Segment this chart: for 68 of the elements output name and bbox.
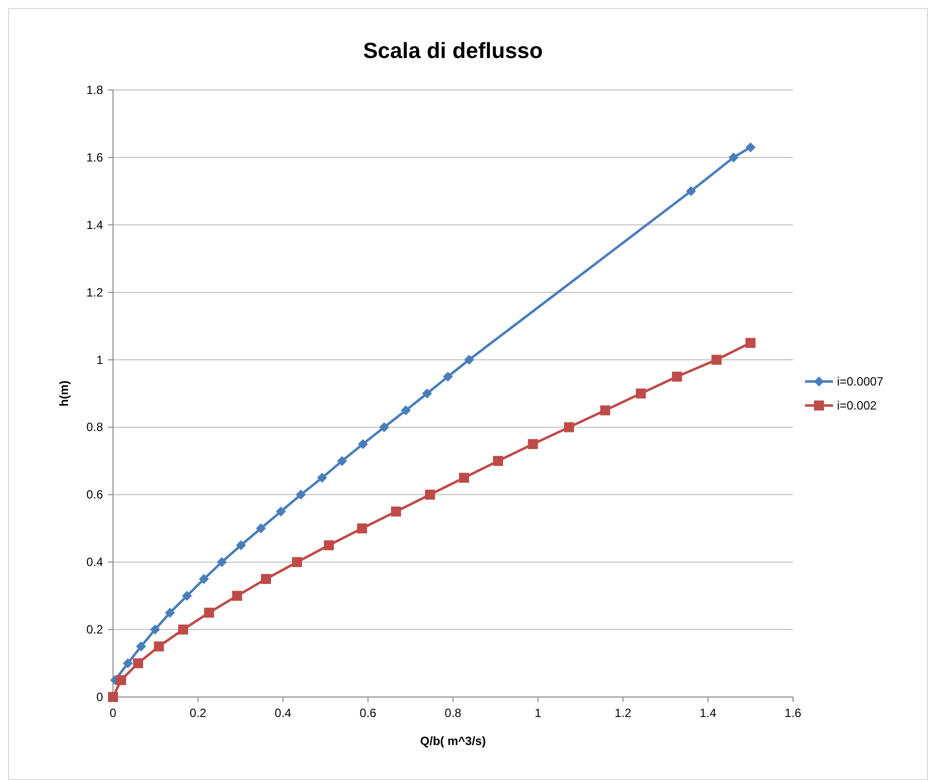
x-tick-label: 0.4: [274, 706, 292, 720]
point: [358, 439, 368, 450]
point: [459, 472, 470, 483]
point: [198, 574, 209, 584]
point: [324, 540, 334, 550]
point: [182, 590, 192, 601]
chart-title: Scala di deflusso: [363, 38, 543, 63]
point: [178, 624, 188, 635]
point: [337, 456, 348, 466]
point: [204, 608, 214, 618]
point: [746, 142, 756, 152]
point: [357, 523, 368, 534]
point: [464, 354, 474, 365]
point: [296, 490, 306, 500]
point: [600, 405, 610, 416]
x-tick-label: 1.6: [784, 706, 802, 720]
y-tick-label: 1: [96, 352, 104, 367]
y-tick-label: 1.2: [86, 285, 104, 300]
point: [122, 658, 133, 668]
point: [276, 506, 286, 517]
y-tick-label: 1.8: [86, 83, 104, 97]
point: [236, 540, 246, 550]
y-tick-label: 0.8: [86, 420, 104, 434]
point: [136, 641, 146, 652]
y-tick-label: 1.4: [86, 218, 104, 232]
point: [133, 658, 144, 668]
point: [564, 422, 574, 432]
y-tick-label: 0.6: [86, 488, 104, 502]
point: [292, 557, 302, 568]
point: [686, 186, 696, 196]
point: [442, 372, 453, 382]
x-tick-label: 0.2: [190, 706, 207, 720]
point: [317, 472, 328, 483]
legend-label: i=0.0007: [837, 374, 884, 388]
point: [391, 506, 402, 517]
x-tick-label: 0: [110, 706, 117, 720]
point: [379, 422, 390, 432]
point: [636, 388, 646, 398]
point: [422, 388, 432, 398]
x-axis-title: Q/b( m^3/s): [420, 734, 486, 748]
point: [150, 624, 160, 635]
x-tick-label: 0.8: [444, 706, 462, 720]
x-tick-label: 1: [534, 706, 542, 720]
y-tick-label: 1.6: [86, 150, 104, 164]
x-tick-label: 1.4: [700, 706, 717, 720]
y-tick-label: 0.2: [86, 622, 104, 637]
point: [728, 152, 738, 162]
point: [164, 608, 175, 618]
y-tick-label: 0: [96, 690, 104, 704]
point: [746, 338, 756, 348]
point: [116, 675, 126, 686]
x-tick-label: 0.6: [360, 706, 377, 720]
point: [154, 641, 164, 652]
point: [425, 490, 436, 500]
point: [493, 456, 504, 466]
y-axis-title: h(m): [57, 380, 71, 406]
point: [216, 557, 227, 568]
point: [256, 523, 266, 534]
legend-label: i=0.002: [837, 398, 878, 412]
x-tick-label: 1.2: [614, 706, 632, 720]
point: [261, 574, 271, 584]
point: [672, 372, 682, 382]
point: [712, 354, 722, 365]
y-tick-label: 0.4: [86, 555, 104, 570]
point: [108, 692, 118, 702]
point: [232, 590, 242, 601]
point: [528, 439, 538, 450]
point: [400, 405, 411, 416]
